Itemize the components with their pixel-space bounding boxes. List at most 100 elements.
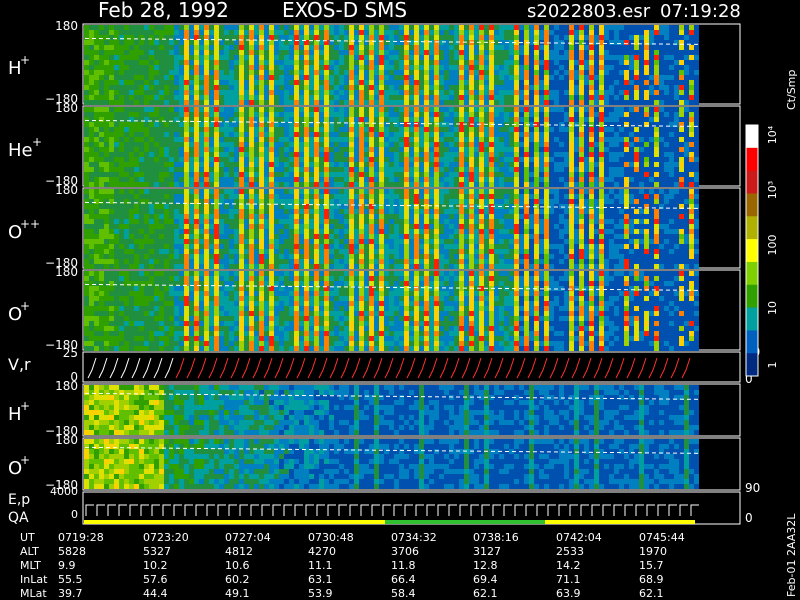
heatmap-cell [664,177,669,182]
heatmap-cell [544,117,549,122]
heatmap-cell [114,70,119,75]
heatmap-cell [149,194,154,199]
heatmap-cell [664,172,669,177]
heatmap-cell [144,162,149,167]
heatmap-cell [664,167,669,172]
heatmap-cell [164,60,169,65]
heatmap-cell [179,95,184,100]
heatmap-cell [374,177,379,182]
heatmap-cell [594,147,599,152]
heatmap-cell [129,65,134,70]
heatmap-cell [389,40,394,45]
heatmap-cell [514,167,519,172]
heatmap-cell [519,132,524,137]
heatmap-cell [614,85,619,90]
heatmap-cell [149,199,154,204]
heatmap-cell [549,55,554,60]
heatmap-cell [414,162,419,167]
heatmap-cell [129,35,134,40]
heatmap-cell [609,70,614,75]
heatmap-cell [694,152,699,157]
heatmap-cell [269,167,274,172]
heatmap-cell [434,172,439,177]
heatmap-cell [514,90,519,95]
heatmap-cell [654,162,659,167]
heatmap-cell [149,80,154,85]
heatmap-cell [674,35,679,40]
heatmap-cell [249,117,254,122]
heatmap-cell [264,194,269,199]
heatmap-cell [649,157,654,162]
heatmap-cell [289,249,294,254]
heatmap-cell [629,55,634,60]
heatmap-cell [169,100,174,105]
heatmap-cell [319,85,324,90]
heatmap-cell [209,167,214,172]
heatmap-cell [199,60,204,65]
heatmap-cell [439,122,444,127]
heatmap-cell [654,90,659,95]
heatmap-cell [224,95,229,100]
heatmap-cell [659,85,664,90]
heatmap-cell [244,244,249,249]
heatmap-cell [314,194,319,199]
heatmap-cell [264,214,269,219]
heatmap-cell [299,189,304,194]
heatmap-cell [134,142,139,147]
heatmap-cell [554,50,559,55]
heatmap-cell [654,60,659,65]
heatmap-cell [509,55,514,60]
heatmap-cell [374,127,379,132]
heatmap-cell [434,85,439,90]
heatmap-cell [259,55,264,60]
heatmap-cell [389,45,394,50]
heatmap-cell [139,50,144,55]
heatmap-cell [244,234,249,239]
heatmap-cell [439,117,444,122]
heatmap-cell [489,90,494,95]
heatmap-cell [249,209,254,214]
heatmap-cell [124,194,129,199]
heatmap-cell [449,50,454,55]
heatmap-cell [144,182,149,187]
heatmap-cell [664,35,669,40]
heatmap-cell [314,40,319,45]
heatmap-cell [644,25,649,30]
heatmap-cell [209,152,214,157]
heatmap-cell [279,244,284,249]
heatmap-cell [574,50,579,55]
heatmap-cell [119,239,124,244]
heatmap-cell [434,90,439,95]
heatmap-cell [289,30,294,35]
heatmap-cell [464,172,469,177]
heatmap-cell [159,40,164,45]
heatmap-cell [694,142,699,147]
heatmap-cell [439,132,444,137]
heatmap-cell [279,229,284,234]
heatmap-cell [249,50,254,55]
heatmap-cell [384,85,389,90]
heatmap-cell [264,30,269,35]
heatmap-panel-1: He +180−180 [8,101,741,188]
heatmap-cell [684,172,689,177]
heatmap-cell [249,122,254,127]
heatmap-cell [454,117,459,122]
heatmap-cell [254,259,259,264]
heatmap-cell [554,25,559,30]
heatmap-cell [659,30,664,35]
heatmap-cell [689,167,694,172]
heatmap-cell [139,117,144,122]
heatmap-cell [174,65,179,70]
heatmap-cell [454,157,459,162]
heatmap-cell [674,142,679,147]
heatmap-cell [199,167,204,172]
heatmap-cell [104,132,109,137]
heatmap-cell [399,204,404,209]
heatmap-cell [179,80,184,85]
heatmap-cell [329,224,334,229]
heatmap-cell [104,244,109,249]
heatmap-cell [309,85,314,90]
heatmap-cell [479,100,484,105]
heatmap-cell [509,60,514,65]
heatmap-cell [534,147,539,152]
